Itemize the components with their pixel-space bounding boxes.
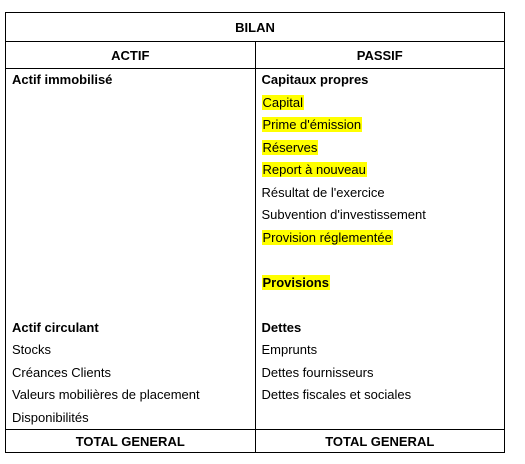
- highlighted-item: Provision réglementée: [261, 229, 393, 245]
- spacer: [12, 159, 249, 182]
- provisions-heading: Provisions: [261, 272, 499, 295]
- header-row: ACTIF PASSIF: [5, 41, 505, 69]
- table-title: BILAN: [5, 12, 505, 42]
- spacer: [262, 249, 499, 272]
- highlighted-item: Report à nouveau: [261, 162, 367, 177]
- spacer: [12, 204, 249, 227]
- dettes-heading: Dettes: [261, 319, 302, 335]
- capitaux-propres-heading: Capitaux propres: [261, 72, 369, 87]
- highlighted-item: Capital: [261, 94, 304, 110]
- list-item: Prime d'émission: [261, 114, 499, 137]
- list-item: Dettes fiscales et sociales: [261, 387, 412, 402]
- list-item: Valeurs mobilières de placement: [12, 387, 200, 402]
- list-item: Provision réglementée: [261, 227, 499, 250]
- highlighted-item: Provisions: [261, 274, 330, 290]
- list-item: Disponibilités: [12, 409, 89, 425]
- spacer: [12, 249, 249, 272]
- passif-header: PASSIF: [254, 41, 505, 69]
- spacer: [262, 407, 499, 430]
- spacer: [12, 227, 249, 250]
- list-item: Subvention d'investissement: [261, 207, 426, 222]
- spacer: [262, 294, 499, 317]
- highlighted-item: Prime d'émission: [261, 117, 363, 132]
- title-row: BILAN: [5, 12, 505, 42]
- list-item: Résultat de l'exercice: [261, 184, 385, 200]
- spacer: [12, 137, 249, 160]
- bilan-table: BILAN ACTIF PASSIF Actif immobilisé Acti…: [5, 12, 505, 453]
- spacer: [12, 114, 249, 137]
- spacer: [12, 272, 249, 295]
- list-item: Réserves: [261, 137, 499, 160]
- actif-column: Actif immobilisé Actif circulant Stocks …: [5, 68, 256, 430]
- list-item: Emprunts: [261, 342, 318, 357]
- list-item: Dettes fournisseurs: [261, 364, 374, 380]
- list-item: Stocks: [12, 342, 52, 357]
- actif-header: ACTIF: [5, 41, 256, 69]
- actif-total: TOTAL GENERAL: [5, 429, 256, 453]
- list-item: Report à nouveau: [261, 159, 499, 182]
- total-row: TOTAL GENERAL TOTAL GENERAL: [5, 429, 505, 453]
- spacer: [12, 92, 249, 115]
- passif-total: TOTAL GENERAL: [254, 429, 505, 453]
- body-row: Actif immobilisé Actif circulant Stocks …: [5, 68, 505, 430]
- highlighted-item: Réserves: [261, 139, 319, 155]
- actif-immobilise-heading: Actif immobilisé: [12, 72, 113, 87]
- spacer: [12, 294, 249, 317]
- list-item: Créances Clients: [12, 364, 111, 380]
- list-item: Capital: [261, 92, 499, 115]
- passif-column: Capitaux propres Capital Prime d'émissio…: [254, 68, 505, 430]
- spacer: [12, 182, 249, 205]
- actif-circulant-heading: Actif circulant: [12, 319, 99, 335]
